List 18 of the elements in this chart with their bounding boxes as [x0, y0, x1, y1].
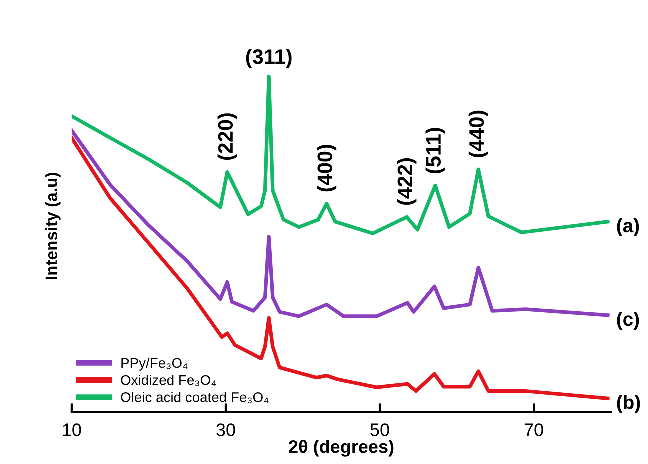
legend-label: Oleic acid coated Fe₃O₄ — [121, 392, 269, 404]
annotation: (511) — [426, 128, 446, 174]
x-tick-label: 70 — [524, 424, 544, 436]
annotation: (c) — [617, 312, 640, 330]
x-tick-label: 10 — [63, 424, 82, 436]
annotation: (b) — [617, 395, 640, 414]
legend-label: PPy/Fe₃O₄ — [122, 358, 188, 371]
annotation: (220) — [218, 114, 238, 160]
annotation: (440) — [468, 110, 488, 158]
x-axis-title: 2θ (degrees) — [289, 440, 394, 457]
annotation: (a) — [617, 218, 640, 237]
x-tick-label: 50 — [370, 424, 390, 436]
annotation: (400) — [317, 145, 337, 192]
annotation: (422) — [397, 158, 417, 206]
x-tick-label: 30 — [216, 424, 236, 436]
annotation: (311) — [246, 48, 292, 68]
legend-label: Oxidized Fe₃O₄ — [121, 375, 216, 386]
y-axis-title: Intensity (a.u) — [45, 173, 61, 280]
